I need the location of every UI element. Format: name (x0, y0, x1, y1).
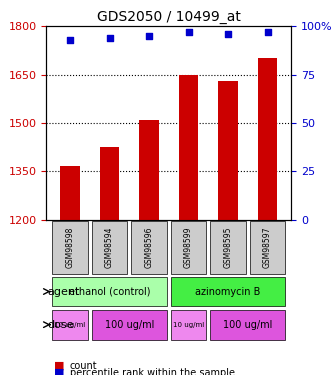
Text: 100 ug/ml: 100 ug/ml (223, 320, 272, 330)
FancyBboxPatch shape (210, 221, 246, 274)
FancyBboxPatch shape (210, 310, 285, 340)
Point (225, 31, 231, 37)
Title: GDS2050 / 10499_at: GDS2050 / 10499_at (97, 10, 241, 24)
Text: GSM98599: GSM98599 (184, 226, 193, 268)
Text: ■: ■ (54, 368, 65, 375)
Point (146, 33, 152, 39)
FancyBboxPatch shape (92, 310, 167, 340)
Text: azinomycin B: azinomycin B (195, 286, 261, 297)
Text: count: count (70, 361, 97, 370)
Point (186, 29, 191, 35)
Text: GSM98595: GSM98595 (223, 226, 233, 268)
FancyBboxPatch shape (171, 277, 285, 306)
Bar (179, 75, 199, 220)
Bar (139, 120, 159, 220)
Text: agent: agent (47, 286, 79, 297)
Text: percentile rank within the sample: percentile rank within the sample (70, 368, 234, 375)
FancyBboxPatch shape (131, 221, 167, 274)
Bar (60, 166, 80, 220)
FancyBboxPatch shape (171, 310, 206, 340)
Bar (258, 58, 277, 220)
Text: 10 ug/ml: 10 ug/ml (54, 322, 86, 328)
Text: dose: dose (47, 320, 73, 330)
FancyBboxPatch shape (250, 221, 285, 274)
Text: GSM98597: GSM98597 (263, 226, 272, 268)
Text: GSM98598: GSM98598 (66, 226, 74, 268)
Text: ethanol (control): ethanol (control) (69, 286, 150, 297)
Bar (100, 147, 119, 220)
Point (68, 37, 73, 43)
Text: ■: ■ (54, 361, 65, 370)
FancyBboxPatch shape (171, 221, 206, 274)
Text: GSM98594: GSM98594 (105, 226, 114, 268)
Point (107, 35, 112, 41)
FancyBboxPatch shape (92, 221, 127, 274)
Point (265, 29, 270, 35)
Text: 100 ug/ml: 100 ug/ml (105, 320, 154, 330)
Text: 10 ug/ml: 10 ug/ml (173, 322, 204, 328)
Text: GSM98596: GSM98596 (145, 226, 154, 268)
FancyBboxPatch shape (52, 277, 167, 306)
Bar (218, 81, 238, 220)
FancyBboxPatch shape (52, 221, 88, 274)
FancyBboxPatch shape (52, 310, 88, 340)
